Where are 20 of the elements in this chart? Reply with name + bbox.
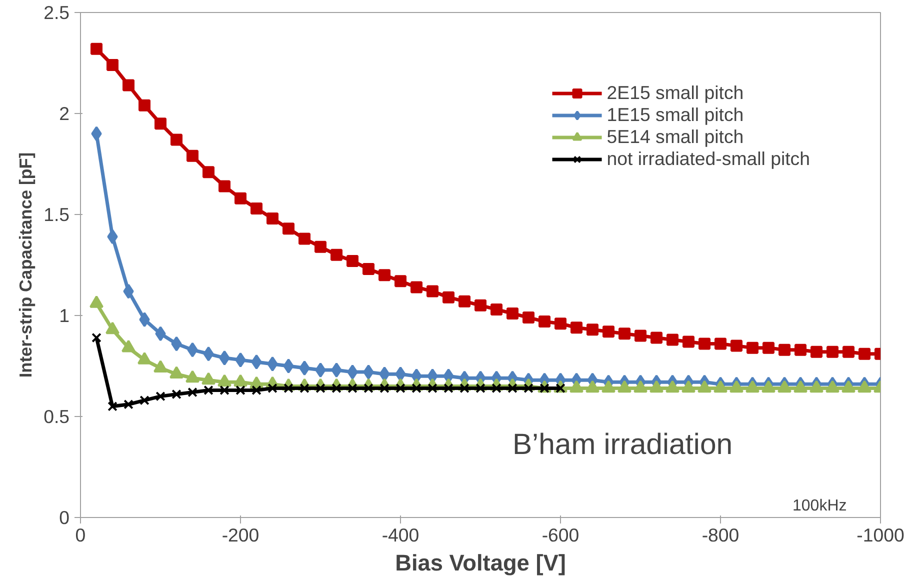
legend-label: 2E15 small pitch bbox=[606, 82, 744, 104]
x-tick-label: -400 bbox=[382, 524, 420, 546]
y-tick-label: 1.5 bbox=[44, 204, 70, 225]
y-tick-label: 2 bbox=[59, 103, 70, 124]
x-axis-title: Bias Voltage [V] bbox=[395, 550, 566, 576]
y-tick-label: 0.5 bbox=[44, 406, 70, 427]
x-tick-label: -1000 bbox=[856, 524, 904, 546]
legend-label: 1E15 small pitch bbox=[606, 104, 744, 126]
x-tick-label: -200 bbox=[222, 524, 260, 546]
annotation: B’ham irradiation bbox=[512, 428, 733, 461]
y-tick-label: 0 bbox=[59, 507, 70, 528]
annotation: 100kHz bbox=[792, 498, 847, 514]
legend-label: 5E14 small pitch bbox=[606, 126, 744, 148]
x-tick-label: -600 bbox=[542, 524, 580, 546]
y-tick-label: 1 bbox=[59, 305, 70, 326]
y-axis-title: Inter-strip Capacitance [pF] bbox=[16, 152, 36, 378]
y-tick-label: 2.5 bbox=[44, 2, 70, 23]
x-tick-label: -800 bbox=[702, 524, 740, 546]
legend-label: not irradiated-small pitch bbox=[606, 148, 810, 170]
x-tick-label: 0 bbox=[75, 524, 86, 546]
